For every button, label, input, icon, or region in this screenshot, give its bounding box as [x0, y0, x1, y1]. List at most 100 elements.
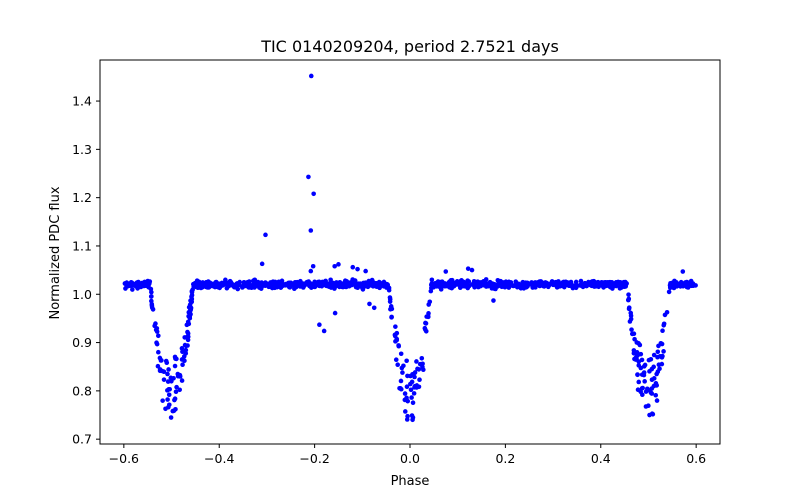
data-point — [227, 278, 233, 284]
data-point — [628, 313, 634, 319]
data-point — [648, 390, 654, 396]
data-point — [636, 341, 641, 346]
data-point — [155, 363, 161, 369]
data-point — [465, 279, 471, 285]
data-point — [410, 417, 415, 423]
y-tick-label: 0.8 — [72, 383, 92, 398]
data-point — [177, 387, 182, 393]
data-point — [246, 285, 251, 290]
data-point — [589, 279, 594, 285]
data-point — [258, 283, 263, 289]
data-point — [429, 283, 435, 288]
data-point — [156, 349, 161, 355]
data-point — [640, 385, 645, 391]
data-point — [350, 264, 356, 270]
data-point — [311, 191, 316, 197]
data-point — [148, 294, 154, 299]
data-point — [631, 348, 637, 353]
data-point — [459, 278, 464, 283]
data-point — [374, 283, 379, 289]
data-point — [541, 284, 547, 289]
data-point — [677, 282, 683, 287]
data-point — [537, 283, 543, 289]
data-point — [593, 280, 599, 285]
data-point — [179, 357, 185, 362]
data-point — [344, 282, 349, 288]
data-point — [654, 371, 659, 377]
y-axis-label: Normalized PDC flux — [48, 186, 63, 319]
data-point — [150, 307, 156, 312]
data-point — [651, 352, 657, 358]
data-point — [629, 331, 635, 337]
data-point — [436, 282, 441, 288]
data-point — [183, 343, 189, 349]
data-point — [180, 362, 185, 368]
data-point — [187, 314, 193, 320]
data-point — [255, 279, 261, 285]
data-point — [416, 384, 422, 390]
data-point — [172, 354, 178, 360]
data-point — [402, 409, 408, 414]
data-point — [332, 310, 338, 316]
data-point — [629, 327, 634, 332]
data-point — [219, 282, 224, 287]
x-tick-label: 0.2 — [495, 451, 515, 466]
x-tick-label: −0.4 — [204, 451, 234, 466]
data-point — [657, 366, 662, 372]
data-point — [166, 404, 171, 410]
data-points — [122, 73, 698, 423]
data-point — [636, 379, 642, 385]
data-point — [643, 389, 649, 394]
data-point — [332, 263, 337, 269]
data-point — [640, 392, 645, 398]
data-point — [393, 339, 398, 344]
data-point — [392, 333, 398, 339]
data-point — [189, 294, 194, 300]
data-point — [410, 400, 416, 406]
data-point — [668, 283, 674, 288]
data-point — [412, 383, 418, 389]
data-point — [321, 328, 327, 334]
y-tick-label: 1.1 — [72, 238, 92, 253]
data-point — [259, 261, 265, 267]
data-point — [160, 398, 165, 403]
data-point — [561, 279, 566, 285]
data-point — [491, 298, 496, 303]
data-point — [643, 404, 649, 409]
data-point — [573, 279, 579, 285]
data-point — [551, 280, 557, 286]
x-tick-label: 0.0 — [400, 451, 420, 466]
data-point — [635, 372, 640, 377]
data-point — [469, 267, 475, 273]
data-point — [465, 285, 471, 291]
data-point — [172, 363, 178, 369]
data-point — [661, 349, 666, 354]
data-point — [336, 262, 341, 267]
data-point — [389, 314, 394, 320]
data-point — [672, 282, 677, 288]
data-point — [648, 357, 654, 362]
data-point — [167, 387, 172, 392]
y-tick-label: 1.4 — [72, 94, 92, 109]
data-point — [365, 281, 370, 286]
data-point — [154, 329, 160, 334]
data-point — [166, 392, 172, 398]
data-point — [126, 281, 132, 287]
data-point — [387, 295, 393, 300]
data-point — [279, 278, 285, 284]
data-point — [192, 282, 197, 288]
data-point — [306, 280, 312, 286]
data-point — [168, 415, 174, 420]
data-point — [141, 283, 147, 288]
data-point — [331, 282, 337, 287]
data-point — [654, 383, 660, 388]
data-point — [664, 309, 670, 315]
data-point — [404, 417, 410, 422]
data-point — [310, 263, 316, 269]
data-point — [239, 285, 245, 290]
data-point — [601, 281, 606, 286]
y-tick-label: 1.3 — [72, 142, 92, 157]
data-point — [272, 282, 278, 288]
data-point — [426, 302, 432, 307]
data-point — [672, 278, 677, 284]
